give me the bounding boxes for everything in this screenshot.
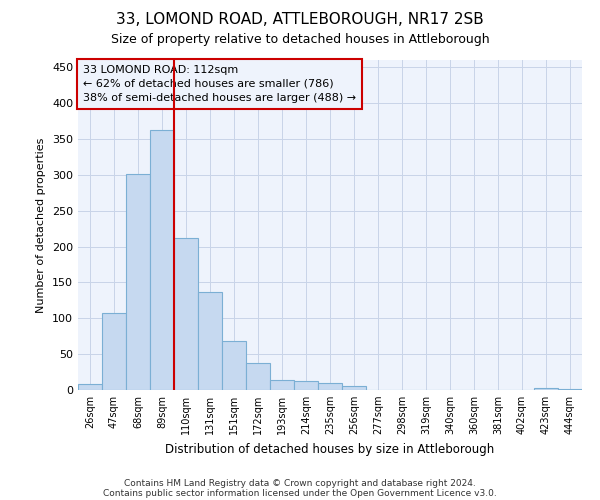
Bar [318, 383, 342, 390]
Bar [126, 174, 150, 390]
Bar [222, 340, 246, 390]
Bar [102, 312, 126, 390]
Y-axis label: Number of detached properties: Number of detached properties [37, 138, 46, 312]
Bar [78, 384, 102, 390]
Bar [534, 388, 558, 390]
Bar [174, 238, 198, 390]
Text: 33 LOMOND ROAD: 112sqm
← 62% of detached houses are smaller (786)
38% of semi-de: 33 LOMOND ROAD: 112sqm ← 62% of detached… [83, 65, 356, 103]
Text: 33, LOMOND ROAD, ATTLEBOROUGH, NR17 2SB: 33, LOMOND ROAD, ATTLEBOROUGH, NR17 2SB [116, 12, 484, 28]
Text: Contains HM Land Registry data © Crown copyright and database right 2024.: Contains HM Land Registry data © Crown c… [124, 478, 476, 488]
Bar [198, 292, 222, 390]
Bar [246, 362, 270, 390]
Bar [270, 380, 294, 390]
Text: Contains public sector information licensed under the Open Government Licence v3: Contains public sector information licen… [103, 488, 497, 498]
X-axis label: Distribution of detached houses by size in Attleborough: Distribution of detached houses by size … [166, 442, 494, 456]
Bar [294, 380, 318, 390]
Bar [342, 386, 366, 390]
Bar [150, 130, 174, 390]
Text: Size of property relative to detached houses in Attleborough: Size of property relative to detached ho… [110, 32, 490, 46]
